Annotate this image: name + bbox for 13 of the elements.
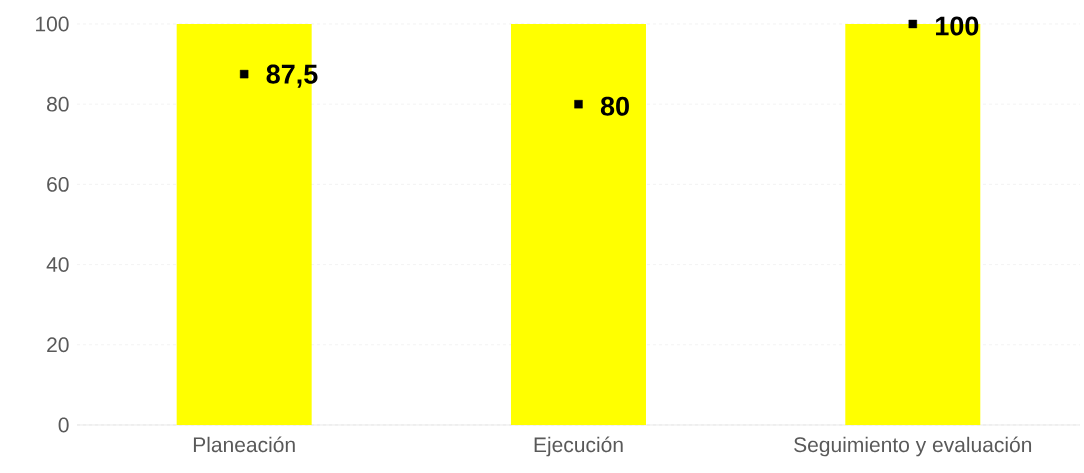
- y-tick-label: 100: [36, 16, 69, 32]
- point: [574, 99, 583, 109]
- y-tick-label: 60: [47, 176, 69, 192]
- y-tick-label: 0: [58, 417, 69, 433]
- x-tick-label: Planeación: [193, 436, 295, 453]
- y-tick-label: 40: [46, 257, 69, 273]
- point: [908, 19, 917, 29]
- y-tick-label: 80: [47, 96, 69, 112]
- x-tick-label: Ejecución: [534, 436, 623, 457]
- data-label: 80: [600, 96, 629, 116]
- point: [239, 69, 249, 79]
- x-tick-label: Seguimiento y evaluación: [794, 436, 1032, 457]
- y-tick-label: 20: [47, 337, 69, 353]
